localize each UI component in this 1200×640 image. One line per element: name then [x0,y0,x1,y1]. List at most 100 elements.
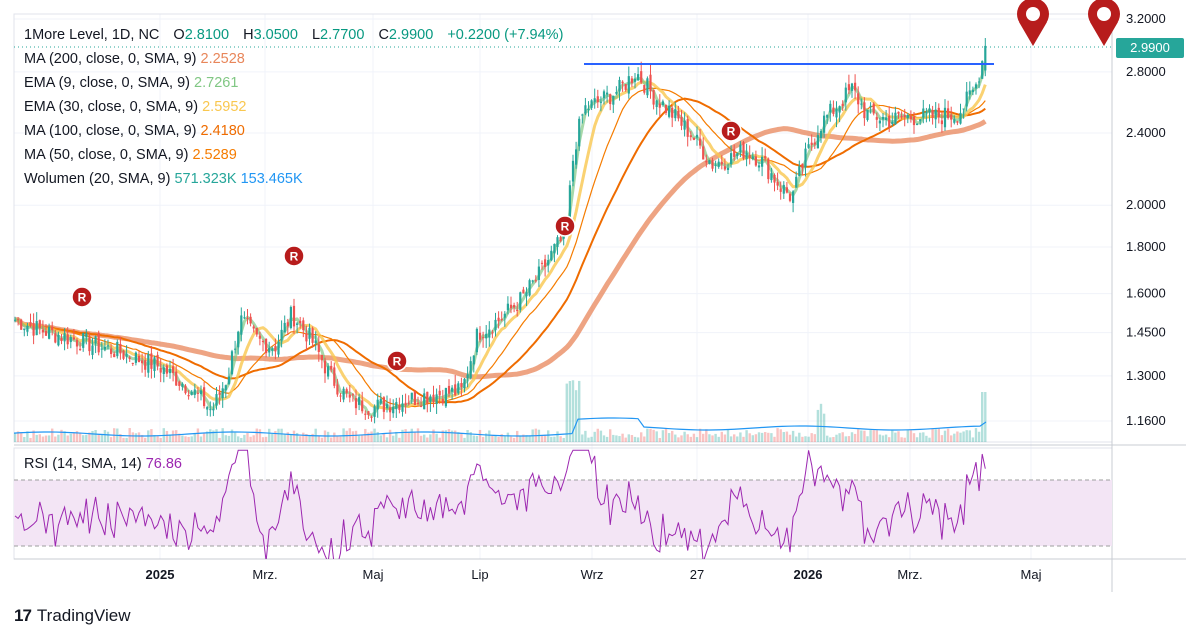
candle-body [943,107,947,128]
volume-bar [522,434,525,442]
candle-body [401,403,404,412]
price-change: +0.2200 (+7.94%) [447,27,564,43]
indicator-label: RSI (14, SMA, 14) [24,456,142,472]
candle-body [764,156,767,159]
volume-bar [965,430,968,442]
candle-body [82,333,85,348]
candle-body [770,173,773,181]
volume-bar [472,435,475,442]
candle-body [984,45,987,71]
candle-body [922,108,925,118]
volume-bar [894,432,897,442]
candle-body [798,166,801,176]
volume-bar [683,431,686,442]
candle-body [810,142,813,145]
volume-bar [739,432,742,442]
volume-bar [268,428,271,442]
indicator-rsi[interactable]: RSI (14, SMA, 14) 76.86 [24,455,182,473]
candle-body [627,76,630,94]
volume-bar [850,432,854,442]
pin-icon[interactable] [1017,0,1049,46]
volume-bar [751,435,754,442]
rsi-polyline [14,449,986,559]
candle-body [578,118,581,147]
volume-bar [760,432,764,442]
volume-bar [47,435,51,442]
indicator-volume[interactable]: Wolumen (20, SMA, 9) 571.323K 153.465K [24,170,303,188]
candle-body [652,89,655,105]
pin-icon[interactable] [1088,0,1120,46]
r-marker[interactable]: R [554,215,576,237]
volume-bar [745,430,748,442]
indicator-ma50[interactable]: MA (50, close, 0, SMA, 9) 2.5289 [24,146,237,164]
candle-body [885,117,888,121]
candle-body [581,114,584,116]
time-axis[interactable]: 2025 Mrz. Maj Lip Wrz 27 2026 Mrz. Maj [146,567,1042,582]
price-axis[interactable]: 3.2000 2.8000 2.4000 2.0000 1.8000 1.6000 1.45… [1126,11,1166,428]
price-tick-label: 1.6000 [1126,286,1166,301]
volume-bar [984,392,987,442]
r-marker[interactable]: R [71,286,93,308]
volume-bar [354,430,358,442]
volume-bar [295,432,299,442]
r-marker-circle [720,120,742,142]
indicator-ma200[interactable]: MA (200, close, 0, SMA, 9) 2.2528 [24,50,245,68]
candle-body [215,394,218,406]
candle-body [268,348,271,353]
candle-body [398,404,401,410]
candle-body [906,114,909,119]
candles [14,38,987,424]
indicator-ma100[interactable]: MA (100, close, 0, SMA, 9) 2.4180 [24,122,245,140]
r-marker-circle [71,286,93,308]
volume-bar [38,434,41,442]
volume-bar [900,437,903,442]
r-marker[interactable]: R [283,245,305,267]
candle-body [959,112,962,124]
volume-bar [857,429,860,442]
time-tick-label: 2026 [794,567,823,582]
candle-body [327,366,330,377]
candle-body [699,138,702,146]
tradingview-logo[interactable]: 17 TradingView [14,606,130,626]
candle-body [141,360,144,364]
volume-bar [674,434,677,442]
candle-body [274,346,277,352]
volume-bar [305,433,308,442]
r-marker[interactable]: R [720,120,742,142]
candle-body [265,338,268,354]
r-marker-label: R [561,220,570,234]
candle-body [60,338,63,342]
volume-bar [206,431,209,442]
candle-body [475,328,478,353]
volume-bar [593,431,596,442]
indicator-ema9[interactable]: EMA (9, close, 0, SMA, 9) 2.7261 [24,74,238,92]
volume-bar [426,437,429,442]
indicator-ema30[interactable]: EMA (30, close, 0, SMA, 9) 2.5952 [24,98,246,116]
volume-bar [853,433,857,442]
candle-body [705,161,708,163]
volume-bar [261,437,265,442]
candle-body [240,315,243,335]
volume-bar [233,432,237,442]
candle-body [280,329,283,341]
volume-bar [748,433,751,442]
candle-body [692,137,695,140]
volume-bar [447,429,451,442]
volume-bar [770,433,773,442]
r-marker-circle [554,215,576,237]
indicator-value: 2.5289 [192,147,237,163]
pin-hole [1097,7,1111,21]
candle-body [469,361,472,378]
volume-bar [385,437,389,442]
candle-body [714,164,717,166]
candle-body [162,367,165,375]
candle-body [646,78,649,96]
volume-bar [370,431,373,442]
candle-body [609,94,612,105]
r-marker[interactable]: R [386,350,408,372]
candle-body [742,142,745,159]
markers[interactable]: R R R R R [71,0,1120,372]
volume-bar [224,435,227,442]
candle-body [323,360,327,374]
